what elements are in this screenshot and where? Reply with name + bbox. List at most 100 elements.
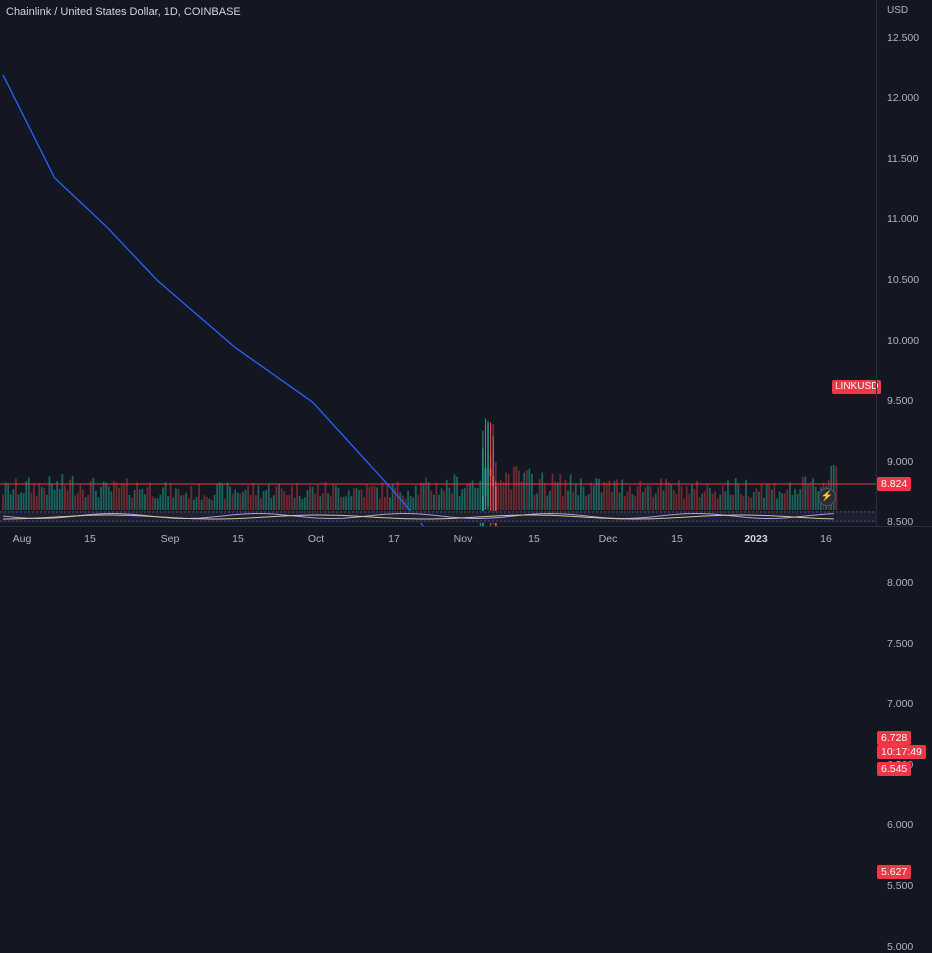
- price-tick: 5.000: [887, 940, 914, 953]
- volume-bar: [2, 494, 4, 510]
- time-tick: 2023: [744, 533, 768, 545]
- price-axis[interactable]: USD 12.500 12.000 11.500 11.000 10.500 10.000…: [876, 0, 932, 953]
- axis-corner[interactable]: [876, 526, 932, 550]
- volume-bar: [252, 483, 255, 510]
- lightning-icon[interactable]: ⚡: [818, 488, 836, 506]
- volume-bar: [647, 485, 649, 510]
- volume-bar: [358, 490, 360, 510]
- volume-bar: [559, 473, 562, 510]
- support-upper-price-label: 6.545: [877, 762, 912, 777]
- volume-bar: [376, 487, 378, 510]
- volume-bar: [58, 489, 61, 510]
- volume-bar: [159, 494, 162, 510]
- volume-bar: [807, 483, 809, 510]
- volume-bar: [386, 484, 389, 510]
- volume-bar: [316, 484, 319, 510]
- volume-bar: [378, 498, 381, 510]
- candle-body: [487, 469, 489, 471]
- volume-bar: [685, 486, 688, 510]
- volume-bar: [734, 478, 737, 510]
- volume-bar: [141, 488, 144, 510]
- volume-bar: [623, 496, 626, 510]
- volume-bar: [507, 473, 510, 510]
- volume-bar: [128, 494, 131, 510]
- currency-label[interactable]: USD: [887, 5, 909, 16]
- volume-bar: [154, 498, 157, 510]
- volume-bar: [610, 491, 613, 510]
- volume-bar: [223, 498, 226, 510]
- volume-bar: [835, 466, 838, 510]
- volume-bar: [639, 480, 642, 510]
- volume-bar: [469, 482, 471, 510]
- volume-bar: [414, 485, 417, 510]
- volume-bar: [185, 492, 188, 510]
- volume-bar: [198, 484, 200, 510]
- chart-area[interactable]: Chainlink / United States Dollar, 1D, CO…: [0, 0, 882, 526]
- volume-bar: [350, 496, 353, 510]
- volume-bar: [53, 489, 56, 510]
- volume-bar: [97, 497, 100, 510]
- volume-bar: [634, 496, 636, 510]
- price-chart[interactable]: [0, 0, 876, 526]
- volume-bar: [66, 490, 69, 510]
- volume-bar: [471, 480, 474, 510]
- volume-bar: [626, 491, 629, 510]
- volume-bar: [48, 476, 51, 510]
- volume-bar: [125, 478, 128, 510]
- volume-bar: [533, 494, 536, 510]
- volume-bar: [162, 487, 164, 510]
- volume-bar: [538, 478, 541, 510]
- volume-bar: [804, 476, 807, 510]
- indicator-signal-line: [3, 514, 834, 520]
- volume-bar: [15, 478, 17, 510]
- volume-bar: [293, 497, 296, 510]
- volume-bar: [113, 481, 115, 510]
- volume-bar: [347, 490, 350, 510]
- volume-bar: [283, 491, 286, 510]
- volume-bar: [355, 488, 358, 510]
- volume-bar: [239, 493, 242, 510]
- volume-bar: [758, 491, 760, 510]
- time-tick: 16: [820, 533, 832, 545]
- time-axis[interactable]: Aug 15 Sep 15 Oct 17 Nov 15 Dec 15 2023 16: [0, 526, 932, 550]
- volume-bar: [600, 492, 603, 510]
- volume-bar: [438, 494, 440, 510]
- volume-bar: [721, 485, 724, 510]
- volume-bar: [211, 500, 213, 510]
- volume-bar: [267, 484, 270, 510]
- volume-bar: [309, 486, 311, 510]
- volume-bar: [17, 494, 20, 510]
- volume-bar: [275, 486, 278, 510]
- volume-bar: [229, 486, 231, 510]
- volume-bar: [505, 472, 507, 510]
- price-tick: 10.500: [887, 273, 920, 286]
- volume-bar: [407, 490, 409, 510]
- volume-bar: [360, 489, 363, 510]
- volume-bar: [146, 486, 149, 510]
- ma-long-line: [2, 74, 425, 526]
- volume-bar: [216, 484, 219, 510]
- volume-bar: [383, 496, 386, 510]
- volume-bar: [466, 483, 469, 510]
- volume-bar: [443, 491, 446, 510]
- volume-bar: [698, 497, 701, 510]
- volume-bar: [649, 486, 652, 510]
- volume-bar: [430, 490, 433, 510]
- volume-bar: [337, 488, 340, 510]
- volume-bar: [727, 480, 729, 510]
- volume-bar: [427, 482, 430, 510]
- volume-bar: [629, 486, 631, 510]
- volume-bar: [182, 495, 185, 510]
- volume-bar: [115, 482, 118, 510]
- volume-bar: [195, 496, 198, 510]
- volume-bar: [549, 491, 551, 510]
- chart-title[interactable]: Chainlink / United States Dollar, 1D, CO…: [6, 6, 241, 18]
- volume-bar: [278, 484, 280, 510]
- volume-bar: [675, 493, 678, 510]
- volume-bar: [541, 472, 544, 510]
- volume-bar: [422, 483, 425, 510]
- volume-bar: [554, 481, 557, 510]
- volume-bar: [716, 498, 719, 510]
- volume-bars: [2, 420, 838, 510]
- volume-bar: [613, 480, 616, 510]
